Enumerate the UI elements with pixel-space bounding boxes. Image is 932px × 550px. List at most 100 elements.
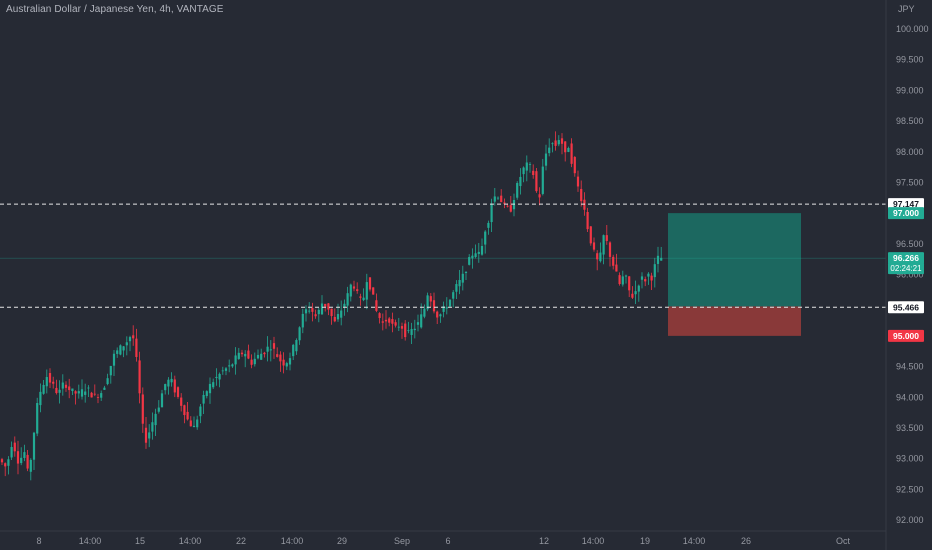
- candle: [599, 242, 602, 263]
- candle: [464, 270, 468, 281]
- candle-body: [541, 166, 544, 194]
- candle: [391, 312, 394, 333]
- candle: [298, 326, 301, 345]
- candle: [164, 383, 167, 395]
- candle: [32, 431, 36, 470]
- candle: [80, 379, 84, 400]
- candle-body: [426, 295, 429, 310]
- candle: [228, 359, 231, 373]
- candle: [509, 196, 512, 213]
- candle: [660, 246, 663, 261]
- candle-body: [352, 286, 356, 289]
- candle: [16, 440, 20, 475]
- candle-body: [612, 256, 615, 266]
- candle-body: [80, 389, 84, 397]
- candle: [589, 226, 592, 246]
- candle: [7, 456, 10, 475]
- candle: [573, 155, 576, 177]
- candle-body: [160, 393, 164, 408]
- candle-body: [551, 143, 554, 145]
- candle: [356, 282, 359, 294]
- candle: [10, 441, 13, 461]
- candle-body: [410, 329, 413, 335]
- y-tick-label: 99.000: [896, 85, 924, 95]
- candle-body: [381, 321, 384, 323]
- candle: [260, 348, 263, 360]
- candle: [621, 270, 624, 287]
- candle: [276, 347, 279, 358]
- candle-body: [192, 425, 196, 428]
- candle: [477, 242, 480, 263]
- candle-body: [634, 291, 637, 295]
- candle-body: [477, 251, 480, 254]
- candle: [170, 372, 173, 387]
- x-tick-label: 14:00: [79, 536, 102, 546]
- candle: [570, 138, 573, 168]
- candle-body: [384, 319, 388, 322]
- candle: [128, 335, 132, 352]
- x-tick-label: 14:00: [582, 536, 605, 546]
- candle-body: [640, 276, 644, 280]
- candle-body: [528, 164, 532, 165]
- x-tick-label: 26: [741, 536, 751, 546]
- candle: [23, 444, 26, 462]
- candle: [308, 302, 311, 314]
- candle-body: [618, 275, 621, 285]
- candle: [173, 375, 176, 398]
- candle-body: [100, 393, 103, 398]
- candle: [512, 193, 516, 217]
- candle-body: [208, 383, 212, 394]
- target-zone[interactable]: [668, 213, 801, 307]
- candle-body: [36, 403, 39, 434]
- candle: [548, 138, 551, 157]
- candle-body: [276, 354, 279, 357]
- candle-body: [394, 322, 397, 326]
- candle-body: [247, 350, 250, 359]
- candle: [189, 416, 192, 427]
- candle-body: [32, 432, 36, 460]
- candle: [352, 280, 356, 292]
- stop-price-label: 95.000: [893, 331, 919, 341]
- candle-body: [327, 303, 330, 310]
- candle-body: [279, 354, 282, 362]
- candle-body: [586, 212, 589, 230]
- candle-body: [404, 323, 407, 338]
- candle: [58, 380, 61, 404]
- candle: [429, 293, 432, 307]
- candle: [176, 386, 180, 399]
- candle-body: [583, 199, 586, 210]
- candle: [448, 299, 452, 308]
- candle-body: [448, 299, 452, 307]
- candle-body: [84, 391, 87, 395]
- candle: [618, 272, 621, 286]
- candle-body: [653, 264, 656, 278]
- candle: [519, 168, 522, 195]
- candle: [359, 293, 362, 306]
- candle: [103, 385, 106, 390]
- candle-body: [132, 335, 135, 339]
- candle-body: [167, 379, 170, 387]
- candle-body: [176, 387, 180, 397]
- candle: [445, 297, 448, 315]
- candle: [61, 374, 64, 396]
- candle-body: [103, 387, 106, 390]
- candle: [503, 198, 506, 209]
- candle-body: [647, 273, 650, 277]
- horizontal-levels: [0, 203, 886, 308]
- level-label-lower-bg: [888, 301, 924, 314]
- candle-body: [260, 353, 263, 360]
- stop-zone[interactable]: [668, 306, 801, 336]
- candle-body: [90, 392, 93, 398]
- candle-body: [74, 391, 77, 394]
- candle: [247, 344, 250, 360]
- candle-body: [464, 272, 468, 274]
- candle: [538, 187, 541, 206]
- candle: [263, 351, 266, 358]
- candle-body: [253, 358, 256, 365]
- candle: [522, 166, 525, 183]
- candle: [231, 363, 234, 368]
- candle: [87, 385, 90, 397]
- candle: [640, 272, 644, 289]
